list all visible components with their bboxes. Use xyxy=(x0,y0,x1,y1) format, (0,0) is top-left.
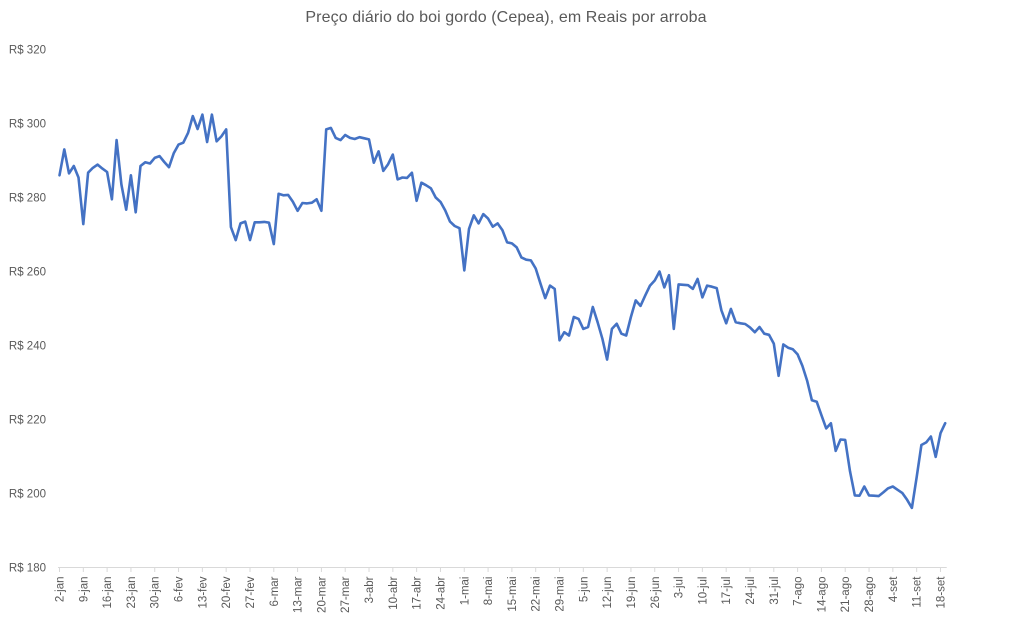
x-axis-tick-label: 16-jan xyxy=(102,577,114,609)
x-axis-tick-label: 10-abr xyxy=(388,576,400,609)
x-axis-tick-label: 7-ago xyxy=(793,577,805,606)
x-axis-tick-label: 9-jan xyxy=(78,577,90,603)
x-axis-tick-label: 13-mar xyxy=(293,576,305,613)
x-axis-tick-label: 27-mar xyxy=(340,576,352,613)
x-axis-tick-label: 3-jul xyxy=(674,577,686,599)
y-axis-labels: R$ 180 R$ 200 R$ 220 R$ 240 R$ 260 R$ 280 R$ 3… xyxy=(9,45,46,575)
y-axis-tick-label: R$ 300 xyxy=(9,119,46,131)
y-axis-tick-label: R$ 260 xyxy=(9,267,46,279)
x-axis-tick-label: 6-mar xyxy=(269,576,281,606)
y-axis-tick-label: R$ 220 xyxy=(9,415,46,427)
x-axis-tick-label: 1-mai xyxy=(459,577,471,606)
x-axis-ticks xyxy=(59,567,941,572)
x-axis-tick-label: 24-jul xyxy=(745,577,757,605)
chart-title: Preço diário do boi gordo (Cepea), em Re… xyxy=(305,9,707,26)
x-axis-tick-label: 15-mai xyxy=(507,577,519,612)
x-axis-tick-label: 2-jan xyxy=(55,577,67,603)
x-axis-tick-label: 20-mar xyxy=(316,576,328,613)
x-axis-tick-label: 23-jan xyxy=(126,577,138,609)
x-axis-tick-label: 6-fev xyxy=(174,576,186,602)
y-axis-tick-label: R$ 320 xyxy=(9,45,46,57)
x-axis-tick-label: 24-abr xyxy=(435,576,447,609)
x-axis-tick-label: 17-jul xyxy=(721,577,733,605)
x-axis-tick-label: 19-jun xyxy=(626,577,638,609)
x-axis-tick-label: 20-fev xyxy=(221,576,233,608)
x-axis-tick-label: 8-mai xyxy=(483,577,495,606)
x-axis-tick-label: 29-mai xyxy=(555,577,567,612)
x-axis-tick-label: 12-jun xyxy=(602,577,614,609)
x-axis-tick-label: 4-set xyxy=(888,576,900,602)
y-axis-tick-label: R$ 240 xyxy=(9,341,46,353)
y-axis-tick-label: R$ 200 xyxy=(9,489,46,501)
x-axis-tick-label: 26-jun xyxy=(650,577,662,609)
x-axis-tick-label: 30-jan xyxy=(150,577,162,609)
x-axis-tick-label: 27-fev xyxy=(245,576,257,608)
x-axis-tick-label: 31-jul xyxy=(769,577,781,605)
x-axis-tick-label: 21-ago xyxy=(840,577,852,613)
x-axis-tick-label: 5-jun xyxy=(578,577,590,603)
x-axis-tick-label: 11-set xyxy=(912,576,924,608)
x-axis-tick-label: 3-abr xyxy=(364,576,376,603)
x-axis-tick-label: 28-ago xyxy=(864,577,876,613)
x-axis-tick-label: 22-mai xyxy=(531,577,543,612)
x-axis-tick-label: 14-ago xyxy=(816,577,828,613)
y-axis-tick-label: R$ 180 xyxy=(9,563,46,575)
x-axis-tick-label: 10-jul xyxy=(697,577,709,605)
y-axis-tick-label: R$ 280 xyxy=(9,193,46,205)
x-axis-labels: 2-jan 9-jan 16-jan 23-jan 30-jan 6-fev 13-fev 2… xyxy=(55,576,948,613)
x-axis-tick-label: 18-set xyxy=(935,576,947,609)
price-series-line xyxy=(58,113,947,510)
x-axis-tick-label: 17-abr xyxy=(412,576,424,609)
x-axis-tick-label: 13-fev xyxy=(197,576,209,608)
